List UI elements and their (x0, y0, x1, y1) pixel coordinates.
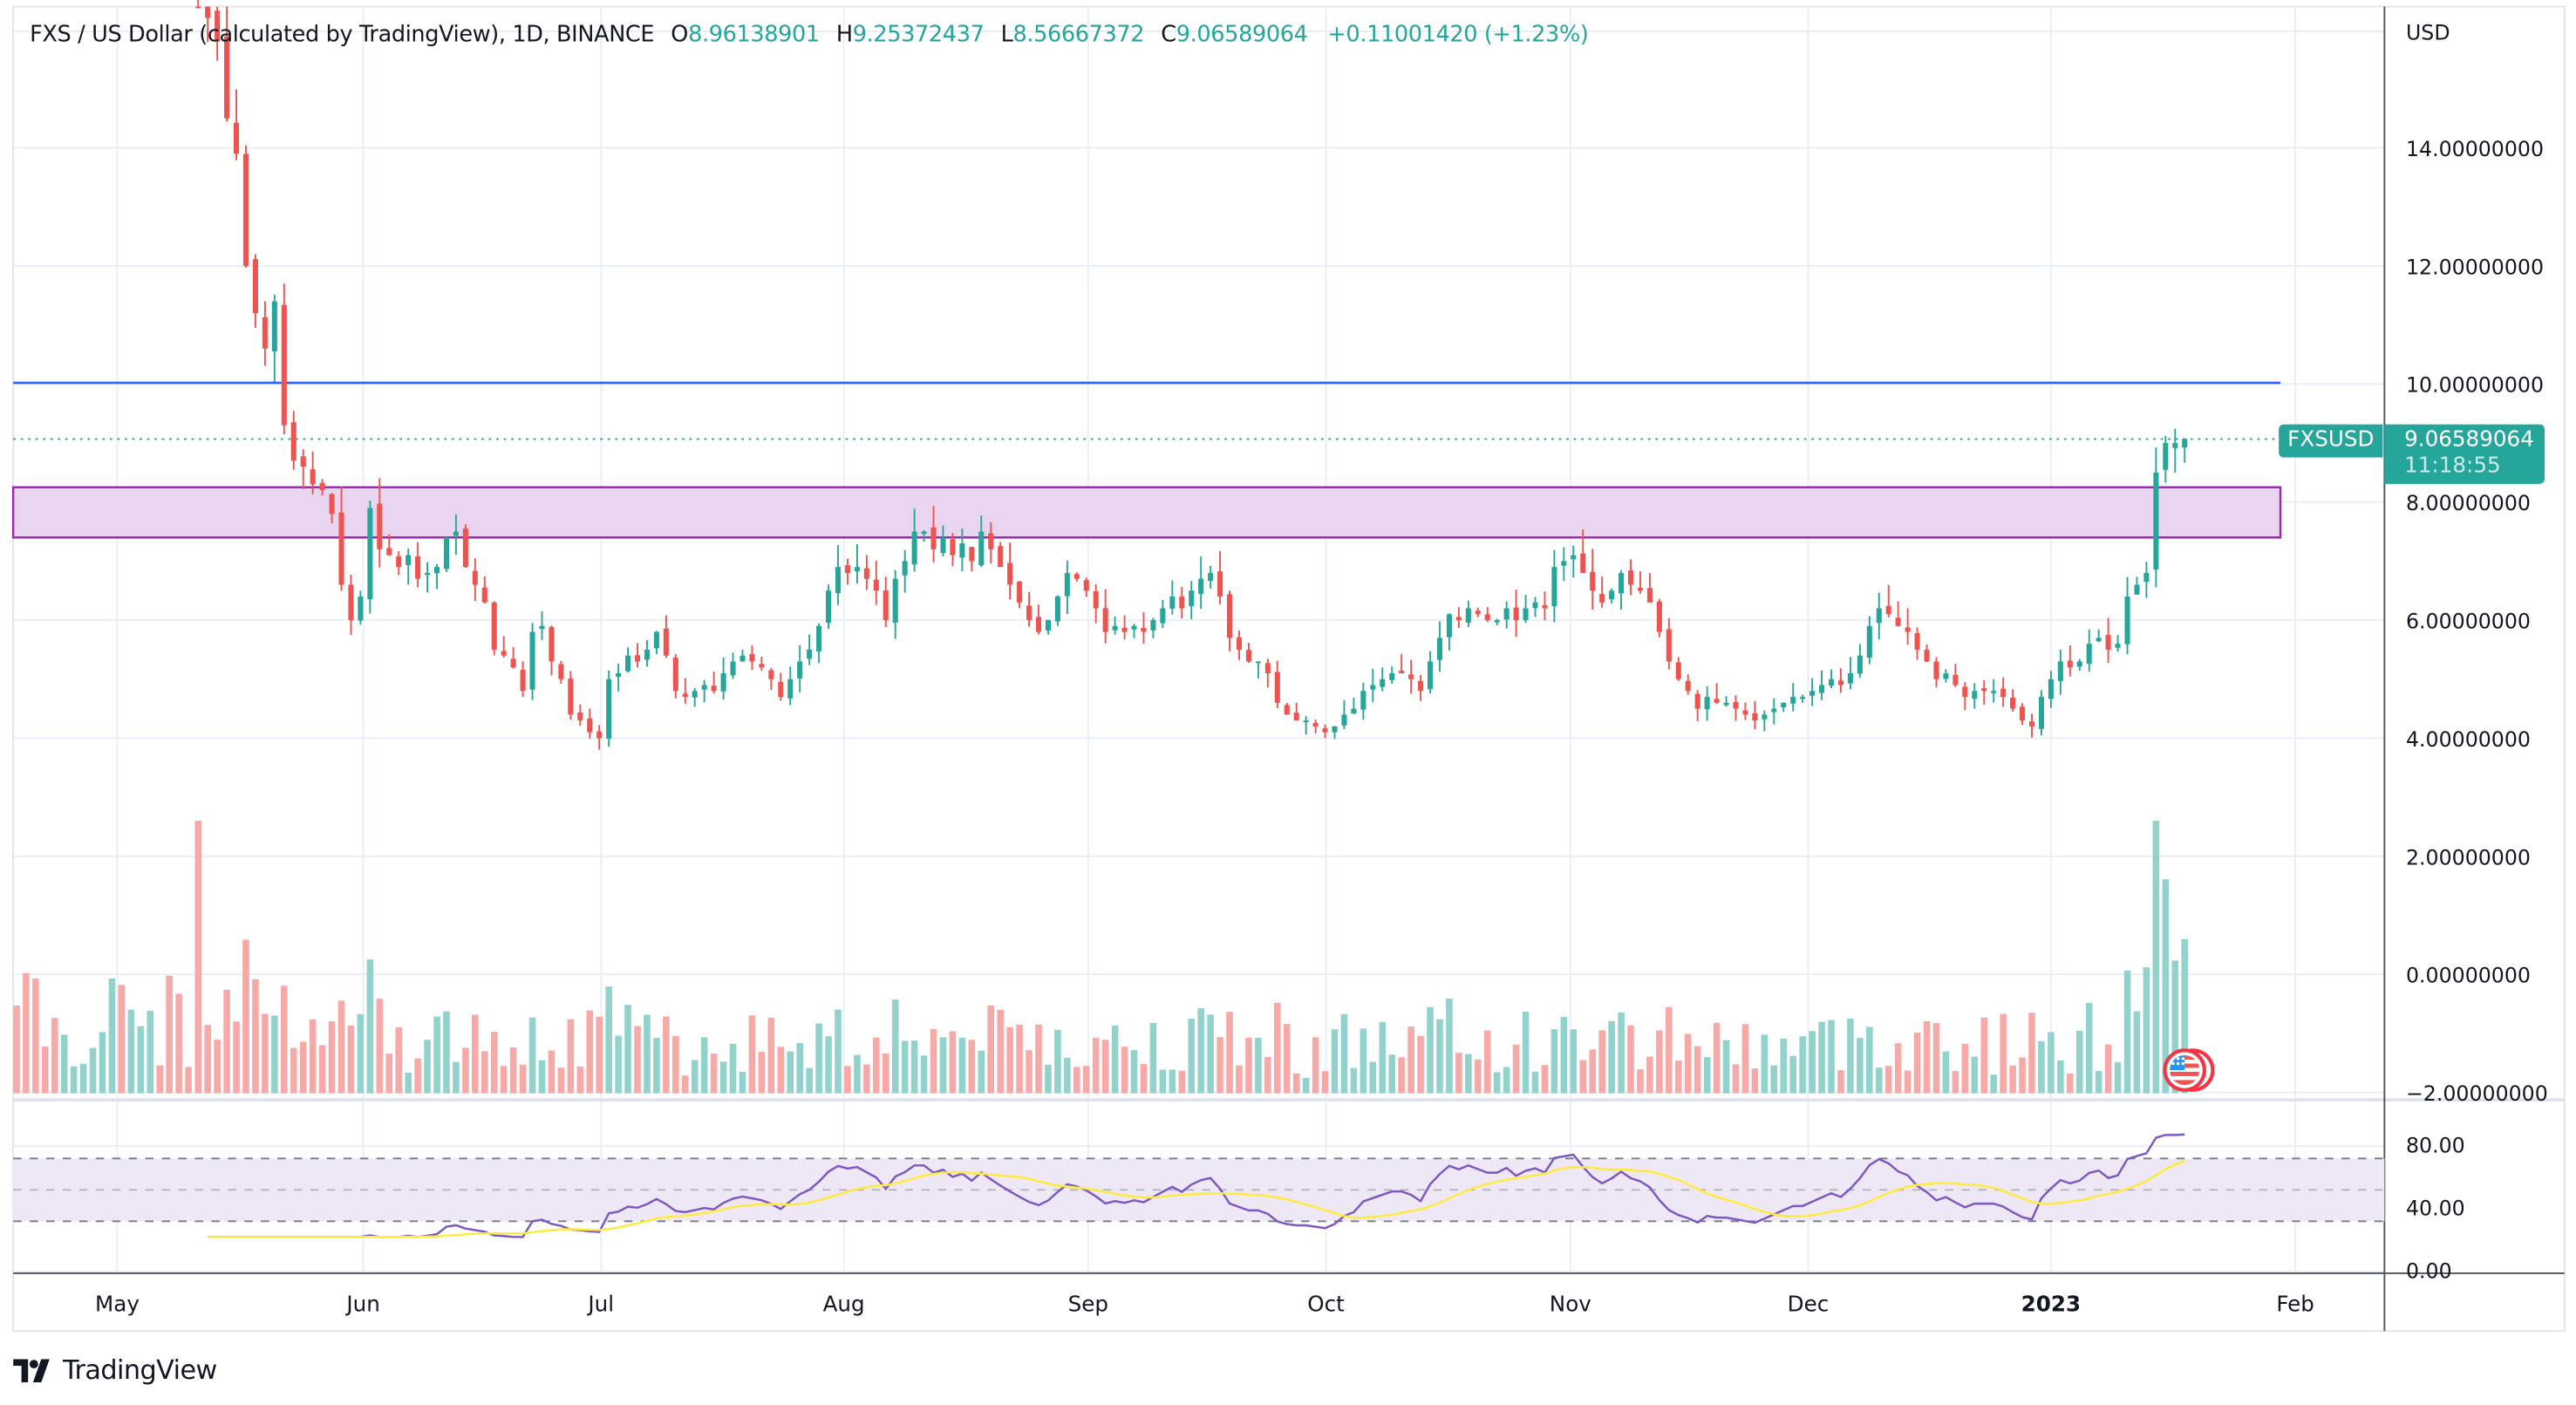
price-axis-label: 8.00000000 (2406, 491, 2531, 515)
currency-label[interactable]: USD (2405, 19, 2450, 45)
time-axis-label: Sep (1068, 1292, 1108, 1317)
us-flag-event-icon[interactable] (2162, 1046, 2215, 1095)
price-axis-label: 12.00000000 (2406, 255, 2544, 279)
low-label: L (1000, 21, 1013, 48)
time-axis-label: Jun (344, 1292, 379, 1317)
tradingview-logo-icon (13, 1358, 50, 1381)
bar-countdown: 11:18:55 (2404, 454, 2501, 480)
time-axis-label: Aug (823, 1292, 865, 1317)
volume-bars (13, 821, 2189, 1094)
brand-name: TradingView (62, 1354, 217, 1386)
rsi-axis-label: 80.00 (2406, 1134, 2465, 1158)
time-axis-label: May (95, 1292, 140, 1317)
time-axis-label: Dec (1788, 1292, 1830, 1317)
low-value: 8.56667372 (1012, 21, 1145, 48)
tradingview-logo[interactable]: TradingView (13, 1354, 217, 1386)
open-label: O (671, 21, 689, 48)
price-axis-label: 6.00000000 (2406, 610, 2531, 634)
price-axis-label: 2.00000000 (2406, 845, 2531, 870)
symbol-price-tag: FXSUSD (2279, 424, 2383, 458)
open-value: 8.96138901 (688, 21, 820, 48)
price-axis-label: −2.00000000 (2406, 1081, 2548, 1106)
close-value: 9.06589064 (1176, 21, 1308, 48)
time-axis-label: Nov (1550, 1292, 1591, 1317)
symbol-title[interactable]: FXS / US Dollar (calculated by TradingVi… (30, 21, 655, 48)
price-axis-label: 10.00000000 (2406, 373, 2544, 398)
candles (195, 0, 2188, 750)
rsi-axis-label: 40.00 (2406, 1197, 2465, 1221)
time-axis-label: Jul (586, 1292, 614, 1317)
last-price-tag: 9.06589064 11:18:55 (2384, 424, 2545, 484)
high-label: H (835, 21, 853, 48)
close-label: C (1161, 21, 1176, 48)
rsi-axis-label: 0.00 (2406, 1259, 2452, 1284)
high-value: 9.25372437 (852, 21, 985, 48)
price-axis-label: 14.00000000 (2406, 137, 2544, 161)
price-axis-label: 4.00000000 (2406, 727, 2531, 752)
last-price-value: 9.06589064 (2404, 427, 2534, 453)
time-axis-label: 2023 (2021, 1292, 2082, 1317)
symbol-legend: FXS / US Dollar (calculated by TradingVi… (30, 21, 1589, 48)
time-axis-label: Feb (2276, 1292, 2314, 1317)
time-axis-label: Oct (1307, 1292, 1345, 1317)
change-value: +0.11001420 (+1.23%) (1327, 21, 1589, 48)
price-axis-label: 0.00000000 (2406, 964, 2531, 988)
